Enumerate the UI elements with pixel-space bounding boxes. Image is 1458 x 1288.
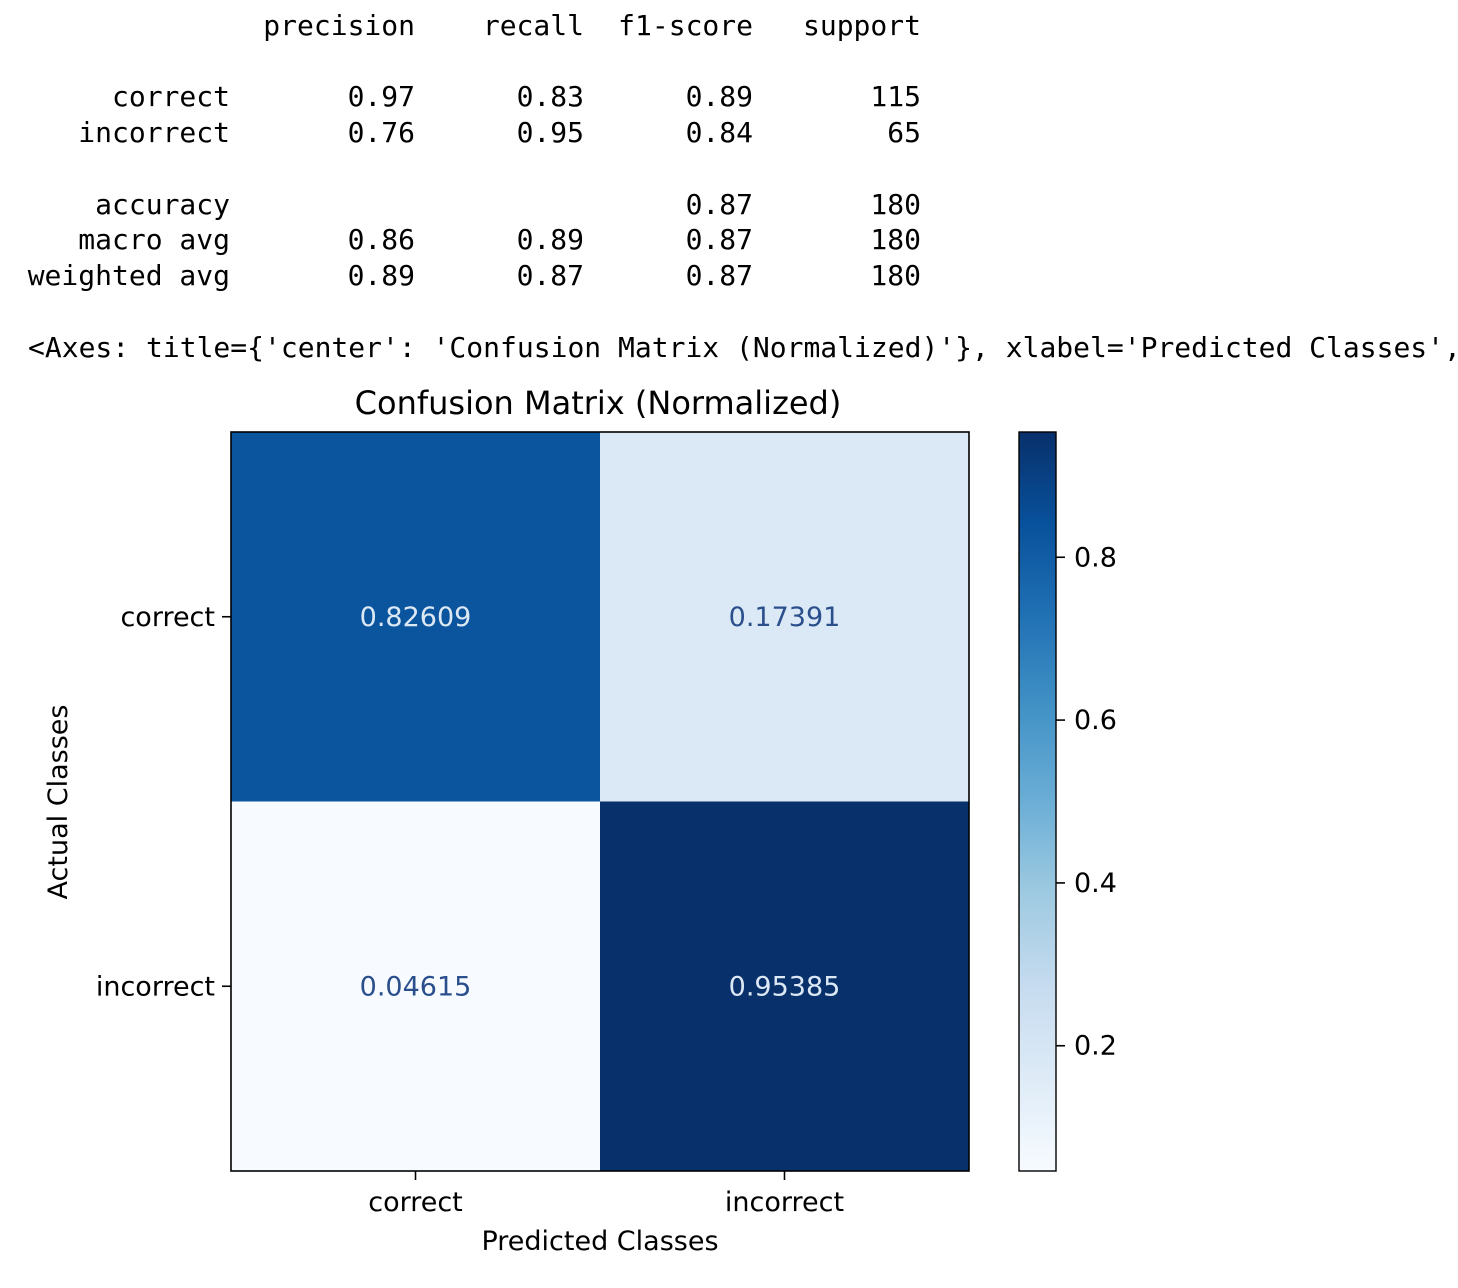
x-tick-label: correct xyxy=(368,1187,463,1218)
colorbar-ticks: 0.2 0.4 0.6 0.8 xyxy=(1056,542,1117,1062)
report-cell: 0.76 xyxy=(347,116,415,149)
cell-value-label: 0.17391 xyxy=(729,602,841,633)
report-cell: 0.87 xyxy=(685,223,753,256)
colorbar-tick-label: 0.6 xyxy=(1074,705,1117,736)
colorbar-tick-label: 0.2 xyxy=(1074,1031,1117,1062)
heatmap-cell xyxy=(600,432,970,802)
report-row-label: incorrect xyxy=(78,116,230,149)
report-cell: 0.83 xyxy=(516,80,584,113)
confusion-matrix-chart: Confusion Matrix (Normalized) 0.82609 0.1… xyxy=(43,384,1117,1257)
classification-report: precision recall f1-score support correct 0.9… xyxy=(0,0,1458,300)
report-cell: 0.89 xyxy=(685,80,753,113)
colorbar xyxy=(1018,431,1057,1172)
report-header: recall xyxy=(482,9,584,42)
report-row-label: macro avg xyxy=(78,223,230,256)
report-cell: 0.95 xyxy=(516,116,584,149)
x-tick-label: incorrect xyxy=(725,1187,844,1218)
y-tick-label: correct xyxy=(120,602,215,633)
cell-value-label: 0.95385 xyxy=(729,971,841,1002)
heatmap-cell xyxy=(600,801,970,1172)
report-cell: 115 xyxy=(870,80,921,113)
report-row-label: accuracy xyxy=(95,188,230,221)
y-axis-ticks: correct incorrect xyxy=(96,602,231,1002)
report-cell: 180 xyxy=(870,223,921,256)
report-header: support xyxy=(802,9,921,42)
report-row-label: weighted avg xyxy=(27,259,230,292)
heatmap-cell xyxy=(231,432,601,802)
heatmap-cell xyxy=(231,801,601,1172)
report-header: precision xyxy=(263,9,415,42)
cell-value-label: 0.04615 xyxy=(360,971,472,1002)
x-axis-ticks: correct incorrect xyxy=(368,1171,844,1218)
heatmap-cells: 0.82609 0.17391 0.04615 0.95385 xyxy=(231,432,970,1172)
report-cell: 0.84 xyxy=(685,116,753,149)
report-cell: 0.87 xyxy=(685,259,753,292)
report-cell: 0.89 xyxy=(347,259,415,292)
colorbar-tick-label: 0.4 xyxy=(1074,868,1117,899)
cell-value-label: 0.82609 xyxy=(360,602,472,633)
report-cell: 0.87 xyxy=(516,259,584,292)
report-cell: 180 xyxy=(870,188,921,221)
colorbar-tick-label: 0.8 xyxy=(1074,542,1117,573)
axes-frame xyxy=(230,431,970,1172)
report-cell: 0.97 xyxy=(347,80,415,113)
report-row-label: correct xyxy=(111,80,230,113)
y-axis-label: Actual Classes xyxy=(43,705,74,900)
y-tick-label: incorrect xyxy=(96,971,215,1002)
report-cell: 0.89 xyxy=(516,223,584,256)
report-header: f1-score xyxy=(618,9,753,42)
axes-repr-text: <Axes: title={'center': 'Confusion Matri… xyxy=(28,331,1458,364)
x-axis-label: Predicted Classes xyxy=(481,1226,718,1257)
report-cell: 0.86 xyxy=(347,223,415,256)
report-cell: 65 xyxy=(887,116,921,149)
chart-title: Confusion Matrix (Normalized) xyxy=(355,384,842,422)
report-cell: 180 xyxy=(870,259,921,292)
report-cell: 0.87 xyxy=(685,188,753,221)
